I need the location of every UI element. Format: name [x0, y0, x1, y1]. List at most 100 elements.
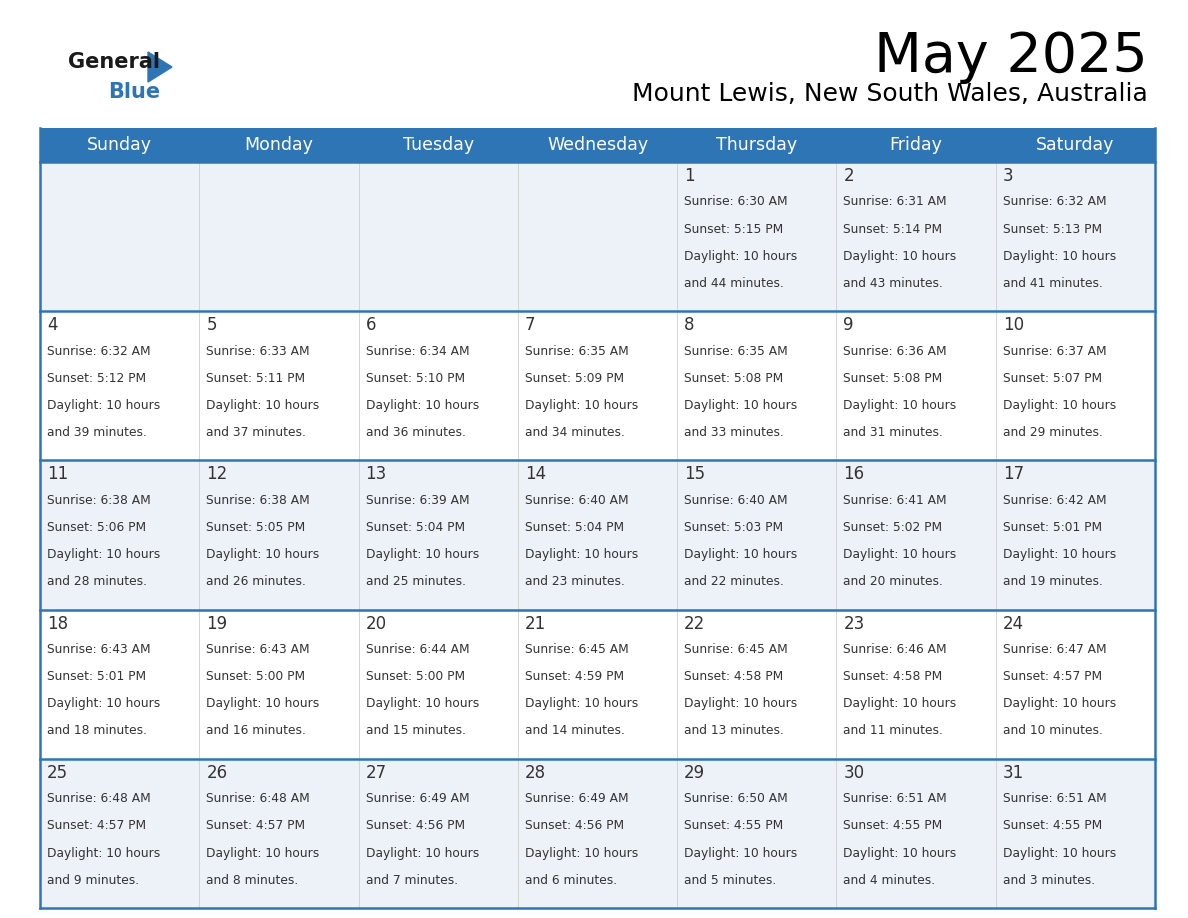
Text: Sunset: 5:15 PM: Sunset: 5:15 PM [684, 222, 783, 236]
Bar [518, 162, 677, 311]
Bar [836, 128, 996, 162]
Text: and 41 minutes.: and 41 minutes. [1003, 277, 1102, 290]
Text: Sunset: 5:03 PM: Sunset: 5:03 PM [684, 521, 783, 534]
Text: Sunrise: 6:50 AM: Sunrise: 6:50 AM [684, 792, 788, 805]
Text: Sunset: 5:13 PM: Sunset: 5:13 PM [1003, 222, 1101, 236]
Text: and 11 minutes.: and 11 minutes. [843, 724, 943, 737]
Text: 15: 15 [684, 465, 706, 484]
Text: Sunrise: 6:30 AM: Sunrise: 6:30 AM [684, 196, 788, 208]
Text: and 13 minutes.: and 13 minutes. [684, 724, 784, 737]
Text: and 44 minutes.: and 44 minutes. [684, 277, 784, 290]
Text: Sunrise: 6:43 AM: Sunrise: 6:43 AM [48, 644, 151, 656]
Text: Daylight: 10 hours: Daylight: 10 hours [366, 698, 479, 711]
Text: 30: 30 [843, 764, 865, 782]
Text: Sunset: 5:14 PM: Sunset: 5:14 PM [843, 222, 942, 236]
Bar [518, 759, 677, 908]
Text: 9: 9 [843, 316, 854, 334]
Text: 18: 18 [48, 614, 68, 633]
Bar [40, 162, 200, 311]
Bar [40, 128, 200, 162]
Text: Daylight: 10 hours: Daylight: 10 hours [843, 250, 956, 263]
Text: Sunset: 4:58 PM: Sunset: 4:58 PM [684, 670, 783, 683]
Text: Sunset: 5:11 PM: Sunset: 5:11 PM [207, 372, 305, 385]
Bar [836, 610, 996, 759]
Text: 8: 8 [684, 316, 695, 334]
Text: Sunrise: 6:37 AM: Sunrise: 6:37 AM [1003, 344, 1106, 358]
Bar [677, 128, 836, 162]
Text: Daylight: 10 hours: Daylight: 10 hours [207, 846, 320, 859]
Text: Daylight: 10 hours: Daylight: 10 hours [1003, 548, 1116, 561]
Text: Sunset: 4:57 PM: Sunset: 4:57 PM [207, 820, 305, 833]
Text: 13: 13 [366, 465, 387, 484]
Text: and 26 minutes.: and 26 minutes. [207, 576, 307, 588]
Bar [359, 128, 518, 162]
Text: Sunset: 4:55 PM: Sunset: 4:55 PM [684, 820, 783, 833]
Text: Sunrise: 6:42 AM: Sunrise: 6:42 AM [1003, 494, 1106, 507]
Text: 10: 10 [1003, 316, 1024, 334]
Text: 1: 1 [684, 167, 695, 185]
Bar [518, 311, 677, 461]
Text: Sunset: 5:08 PM: Sunset: 5:08 PM [843, 372, 943, 385]
Text: Sunset: 5:07 PM: Sunset: 5:07 PM [1003, 372, 1101, 385]
Text: 25: 25 [48, 764, 68, 782]
Polygon shape [148, 52, 172, 82]
Text: Sunrise: 6:39 AM: Sunrise: 6:39 AM [366, 494, 469, 507]
Bar [518, 461, 677, 610]
Text: and 4 minutes.: and 4 minutes. [843, 874, 936, 887]
Bar [836, 759, 996, 908]
Text: Daylight: 10 hours: Daylight: 10 hours [684, 548, 797, 561]
Text: Sunset: 5:04 PM: Sunset: 5:04 PM [366, 521, 465, 534]
Text: Saturday: Saturday [1036, 136, 1114, 154]
Text: and 14 minutes.: and 14 minutes. [525, 724, 625, 737]
Text: 29: 29 [684, 764, 706, 782]
Text: 17: 17 [1003, 465, 1024, 484]
Bar [996, 311, 1155, 461]
Text: and 22 minutes.: and 22 minutes. [684, 576, 784, 588]
Bar [200, 759, 359, 908]
Text: 23: 23 [843, 614, 865, 633]
Text: 4: 4 [48, 316, 57, 334]
Text: Sunset: 5:08 PM: Sunset: 5:08 PM [684, 372, 783, 385]
Text: Sunset: 5:01 PM: Sunset: 5:01 PM [1003, 521, 1101, 534]
Text: Sunset: 5:00 PM: Sunset: 5:00 PM [207, 670, 305, 683]
Text: Sunset: 4:56 PM: Sunset: 4:56 PM [525, 820, 624, 833]
Text: Sunrise: 6:41 AM: Sunrise: 6:41 AM [843, 494, 947, 507]
Text: 22: 22 [684, 614, 706, 633]
Text: 28: 28 [525, 764, 546, 782]
Text: Sunrise: 6:51 AM: Sunrise: 6:51 AM [843, 792, 947, 805]
Text: Mount Lewis, New South Wales, Australia: Mount Lewis, New South Wales, Australia [632, 82, 1148, 106]
Bar [677, 311, 836, 461]
Text: Daylight: 10 hours: Daylight: 10 hours [843, 846, 956, 859]
Text: Daylight: 10 hours: Daylight: 10 hours [366, 548, 479, 561]
Text: Sunrise: 6:45 AM: Sunrise: 6:45 AM [525, 644, 628, 656]
Text: Sunrise: 6:36 AM: Sunrise: 6:36 AM [843, 344, 947, 358]
Text: Sunset: 5:10 PM: Sunset: 5:10 PM [366, 372, 465, 385]
Text: Sunrise: 6:49 AM: Sunrise: 6:49 AM [525, 792, 628, 805]
Text: Daylight: 10 hours: Daylight: 10 hours [207, 698, 320, 711]
Text: Sunset: 4:59 PM: Sunset: 4:59 PM [525, 670, 624, 683]
Bar [677, 162, 836, 311]
Text: Sunset: 4:56 PM: Sunset: 4:56 PM [366, 820, 465, 833]
Text: 14: 14 [525, 465, 546, 484]
Text: and 39 minutes.: and 39 minutes. [48, 426, 147, 439]
Text: Sunrise: 6:31 AM: Sunrise: 6:31 AM [843, 196, 947, 208]
Text: and 19 minutes.: and 19 minutes. [1003, 576, 1102, 588]
Bar [996, 162, 1155, 311]
Bar [996, 610, 1155, 759]
Text: Sunrise: 6:48 AM: Sunrise: 6:48 AM [207, 792, 310, 805]
Bar [40, 311, 200, 461]
Text: and 10 minutes.: and 10 minutes. [1003, 724, 1102, 737]
Text: Daylight: 10 hours: Daylight: 10 hours [684, 399, 797, 412]
Text: Daylight: 10 hours: Daylight: 10 hours [684, 698, 797, 711]
Text: Daylight: 10 hours: Daylight: 10 hours [48, 846, 160, 859]
Text: and 36 minutes.: and 36 minutes. [366, 426, 466, 439]
Bar [200, 128, 359, 162]
Text: 31: 31 [1003, 764, 1024, 782]
Text: Sunset: 5:06 PM: Sunset: 5:06 PM [48, 521, 146, 534]
Bar [40, 461, 200, 610]
Text: and 20 minutes.: and 20 minutes. [843, 576, 943, 588]
Text: Sunset: 4:57 PM: Sunset: 4:57 PM [1003, 670, 1101, 683]
Text: Sunrise: 6:33 AM: Sunrise: 6:33 AM [207, 344, 310, 358]
Bar [996, 128, 1155, 162]
Text: and 8 minutes.: and 8 minutes. [207, 874, 298, 887]
